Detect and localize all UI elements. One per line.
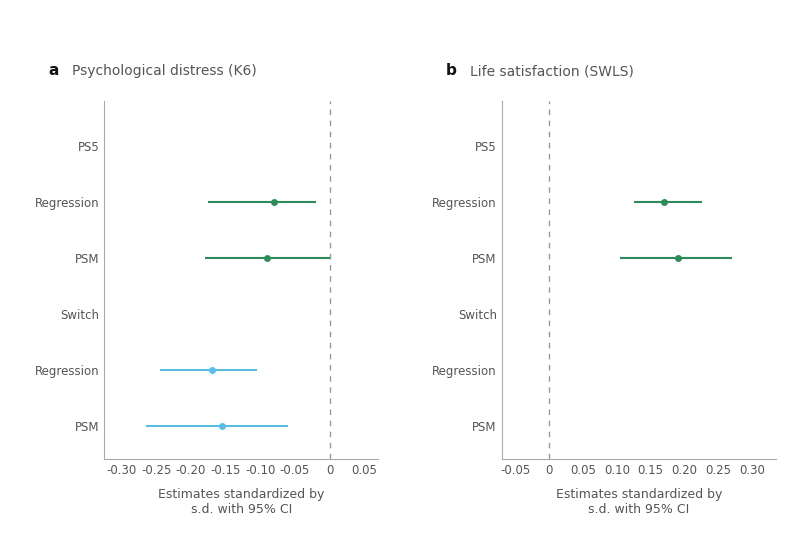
Text: b: b: [446, 63, 457, 78]
Text: Psychological distress (K6): Psychological distress (K6): [72, 64, 257, 78]
X-axis label: Estimates standardized by
s.d. with 95% CI: Estimates standardized by s.d. with 95% …: [158, 488, 324, 516]
Text: a: a: [48, 63, 58, 78]
X-axis label: Estimates standardized by
s.d. with 95% CI: Estimates standardized by s.d. with 95% …: [556, 488, 722, 516]
Text: Life satisfaction (SWLS): Life satisfaction (SWLS): [470, 64, 634, 78]
